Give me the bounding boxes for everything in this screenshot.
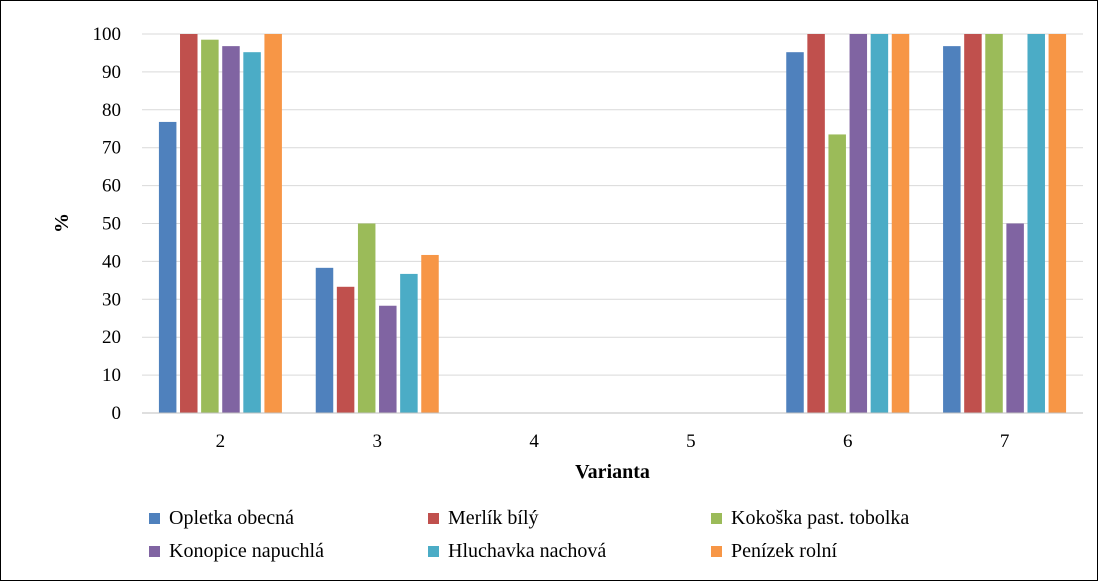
bar [849, 34, 868, 413]
bars [158, 34, 1067, 414]
bar [421, 254, 439, 413]
legend: Opletka obecná Merlík bílý Kokoška past. t… [149, 507, 909, 562]
x-tick-label: 6 [843, 431, 853, 452]
legend-swatch [711, 513, 722, 524]
legend-label: Opletka obecná [169, 507, 294, 529]
y-tick-label: 30 [102, 289, 121, 310]
bar [222, 46, 240, 413]
bar [1027, 34, 1045, 413]
legend-swatch [711, 546, 722, 557]
x-axis-ticks: 2 3 4 5 6 7 [216, 431, 1010, 452]
bar [985, 34, 1003, 413]
legend-label: Penízek rolní [731, 540, 838, 562]
legend-label: Hluchavka nachová [448, 540, 606, 562]
x-tick-label: 7 [1000, 431, 1010, 452]
bar [180, 34, 198, 413]
legend-label: Merlík bílý [448, 507, 539, 529]
legend-label: Kokoška past. tobolka [731, 507, 909, 529]
legend-swatch [428, 513, 439, 524]
bar [1006, 223, 1024, 413]
bar [400, 273, 418, 413]
bar [264, 34, 282, 413]
x-tick-label: 2 [216, 431, 226, 452]
bar [828, 134, 846, 413]
y-tick-label: 0 [112, 403, 122, 424]
y-tick-label: 40 [102, 251, 121, 272]
x-axis-title: Varianta [575, 461, 650, 483]
bar [243, 52, 261, 413]
y-tick-label: 60 [102, 176, 121, 197]
y-tick-label: 90 [102, 62, 121, 83]
x-tick-label: 3 [373, 431, 383, 452]
y-tick-label: 50 [102, 214, 121, 235]
y-tick-label: 10 [102, 365, 121, 386]
bar [357, 223, 376, 413]
bar [336, 286, 355, 413]
bar [201, 39, 219, 413]
bar [870, 34, 889, 413]
bar [158, 121, 177, 414]
bar [891, 34, 910, 413]
legend-label: Konopice napuchlá [169, 540, 324, 562]
bar [943, 46, 961, 413]
y-tick-label: 80 [102, 100, 121, 121]
x-tick-label: 4 [529, 431, 539, 452]
bar [786, 52, 804, 413]
y-tick-label: 20 [102, 327, 121, 348]
bar [379, 305, 397, 413]
legend-swatch [149, 513, 160, 524]
bar [1048, 34, 1067, 413]
gridlines [142, 33, 1083, 376]
legend-swatch [428, 546, 439, 557]
y-tick-label: 100 [93, 24, 122, 45]
y-axis-ticks: 0 10 20 30 40 50 60 70 80 90 100 [93, 24, 122, 424]
x-tick-label: 5 [686, 431, 696, 452]
bar [807, 34, 825, 413]
bar [964, 34, 982, 413]
y-tick-label: 70 [102, 138, 121, 159]
bar [315, 267, 334, 413]
y-axis-title: % [51, 213, 73, 233]
legend-swatch [149, 546, 160, 557]
